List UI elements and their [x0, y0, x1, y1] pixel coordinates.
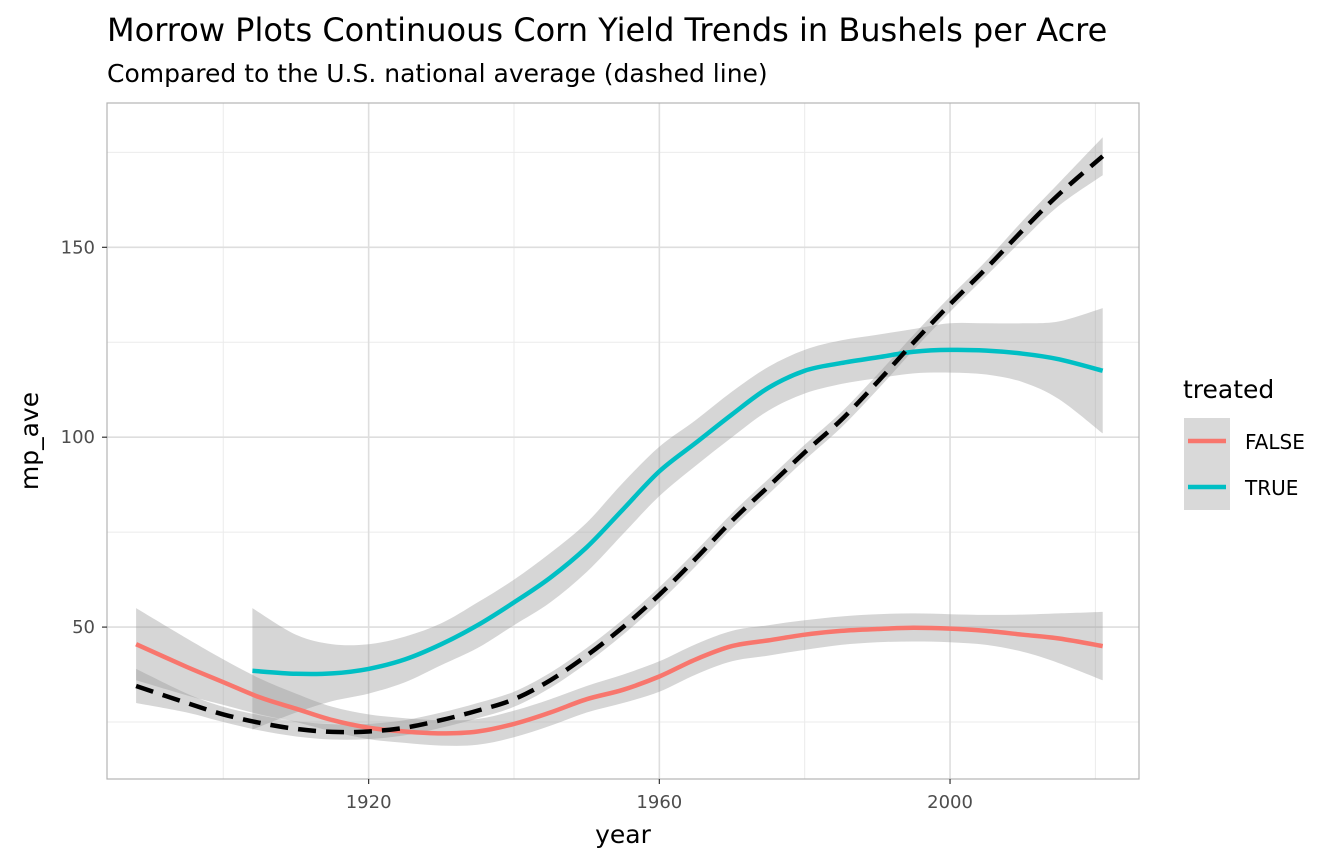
chart-subtitle: Compared to the U.S. national average (d…: [107, 59, 768, 88]
grid-lines: [107, 103, 1139, 779]
x-tick-label: 2000: [927, 792, 973, 813]
x-axis-ticks: 1920 1960 2000: [346, 779, 973, 813]
chart-title: Morrow Plots Continuous Corn Yield Trend…: [107, 11, 1107, 49]
trend-lines: [135, 154, 1105, 736]
y-axis-title: mp_ave: [15, 392, 44, 490]
legend-label-true: TRUE: [1244, 476, 1298, 500]
line-false: [135, 625, 1104, 736]
y-axis-ticks: 50 100 150: [61, 237, 107, 638]
band-false: [136, 608, 1103, 746]
legend-keys: FALSE TRUE: [1184, 418, 1305, 510]
band-true: [252, 308, 1103, 730]
x-tick-label: 1920: [346, 792, 392, 813]
y-tick-label: 100: [61, 427, 95, 448]
y-tick-label: 50: [72, 617, 95, 638]
plot-panel: [107, 103, 1139, 779]
y-tick-label: 150: [61, 237, 95, 258]
x-axis-title: year: [595, 820, 651, 849]
x-tick-label: 1960: [636, 792, 682, 813]
line-u-s-national-average: [135, 154, 1105, 735]
plot-border: [106, 102, 1140, 780]
confidence-bands: [136, 137, 1103, 746]
legend-label-false: FALSE: [1245, 430, 1305, 454]
legend: treated FALSE TRUE: [1183, 375, 1305, 510]
legend-title: treated: [1183, 375, 1274, 404]
line-true: [252, 347, 1104, 677]
